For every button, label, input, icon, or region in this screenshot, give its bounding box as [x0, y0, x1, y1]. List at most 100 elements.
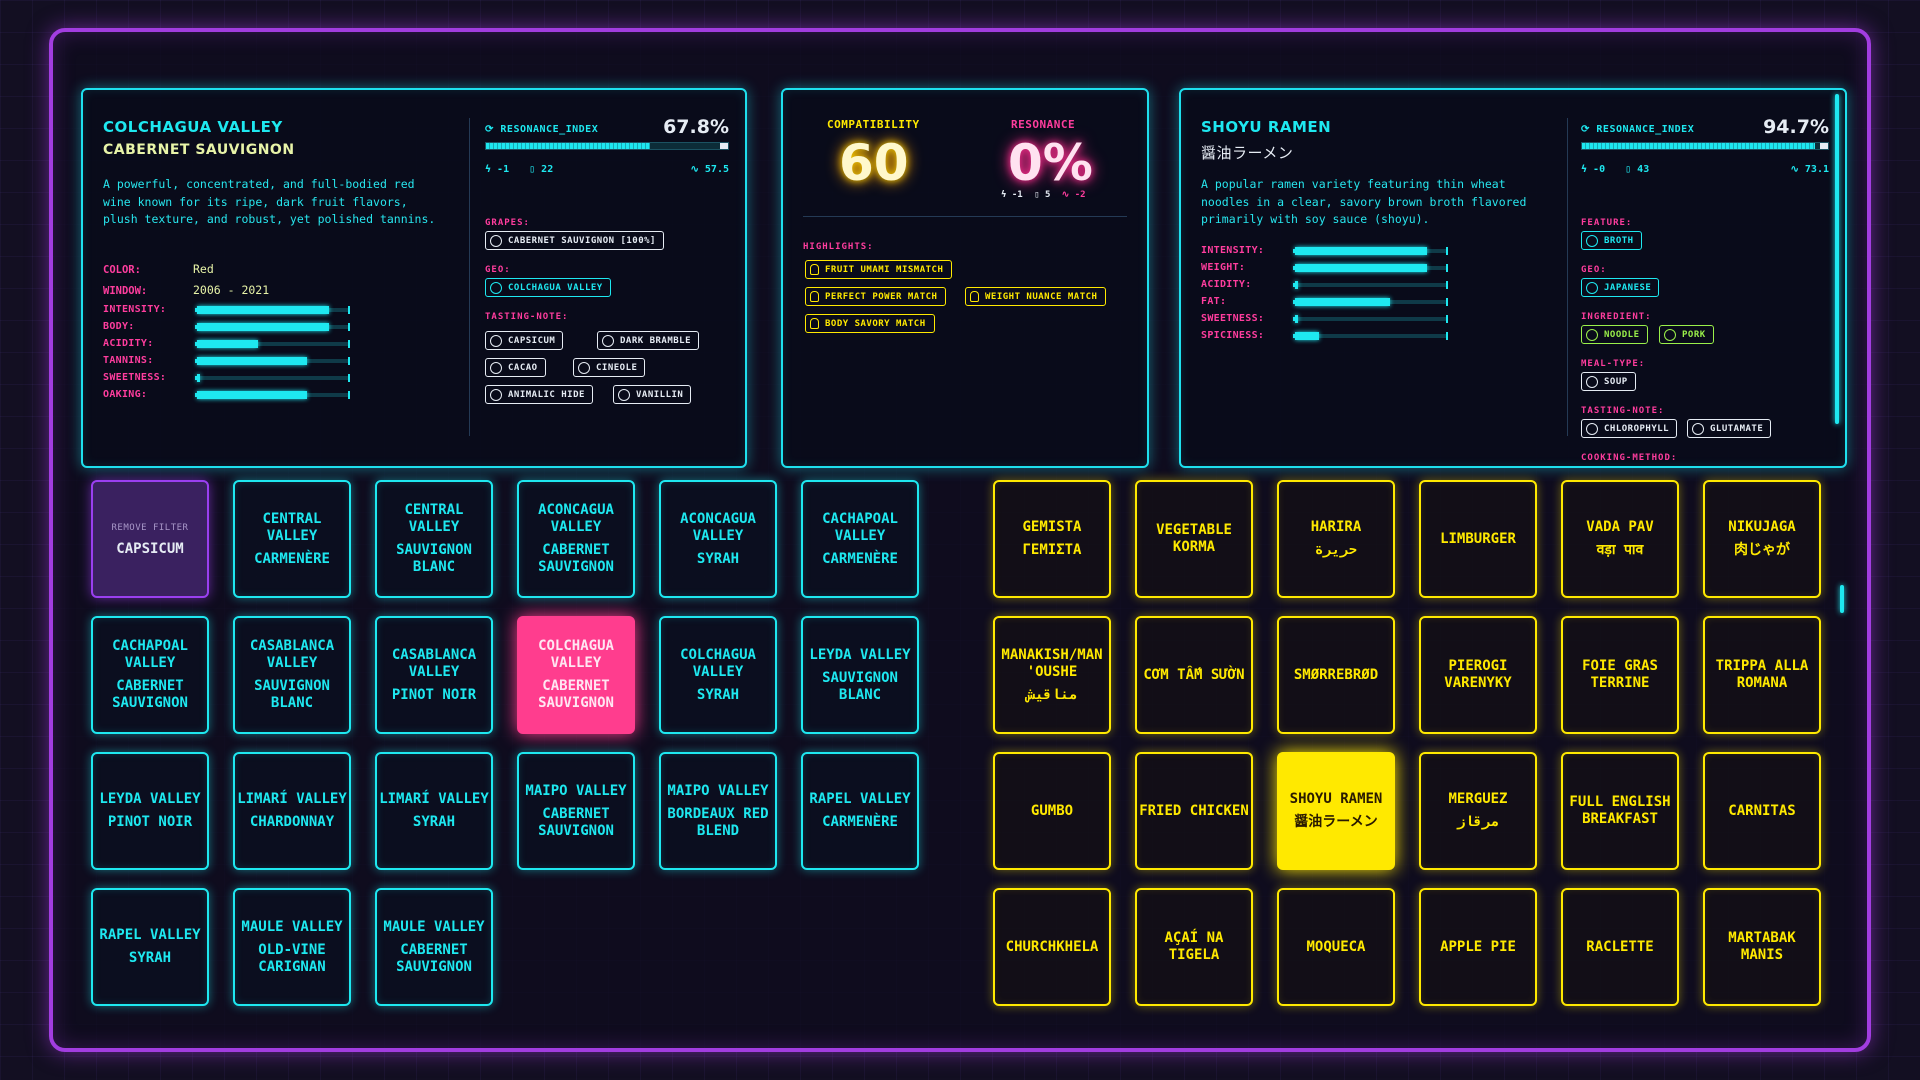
food-tile[interactable]: MERGUEZ مرقاز — [1419, 752, 1537, 870]
wine-tile[interactable]: LEYDA VALLEY PINOT NOIR — [91, 752, 209, 870]
grape-tag-label: CABERNET SAUVIGNON [100%] — [508, 235, 656, 246]
cell-subtitle: CABERNET SAUVIGNON — [112, 678, 188, 711]
food-tile[interactable]: NIKUJAGA 肉じゃが — [1703, 480, 1821, 598]
wine-tile[interactable]: COLCHAGUA VALLEY CABERNET SAUVIGNON — [517, 616, 635, 734]
meter-row: TANNINS: — [103, 352, 350, 369]
food-tile[interactable]: CARNITAS — [1703, 752, 1821, 870]
pulse-icon: ∿ — [1790, 164, 1805, 175]
meter-label: INTENSITY: — [1201, 245, 1265, 256]
match-stat-a: -1 — [1011, 190, 1023, 200]
wine-note-tag[interactable]: ANIMALIC HIDE — [485, 385, 593, 404]
wine-tile[interactable]: ACONCAGUA VALLEY CABERNET SAUVIGNON — [517, 480, 635, 598]
wine-tile[interactable]: CENTRAL VALLEY SAUVIGNON BLANC — [375, 480, 493, 598]
wine-note-label: DARK BRAMBLE — [620, 335, 692, 346]
food-tile[interactable]: CƠM TẤM SƯỜN — [1135, 616, 1253, 734]
food-meters: INTENSITY: WEIGHT: ACIDITY: FAT: SWEETNESS: S… — [1201, 242, 1448, 344]
ingredient-tag[interactable]: PORK — [1659, 325, 1714, 344]
food-note-tag[interactable]: CHLOROPHYLL — [1581, 419, 1678, 438]
wine-tile[interactable]: LIMARÍ VALLEY SYRAH — [375, 752, 493, 870]
compatibility-label: COMPATIBILITY — [827, 118, 920, 131]
food-tile[interactable]: HARIRA حريرة — [1277, 480, 1395, 598]
grape-tag[interactable]: CABERNET SAUVIGNON [100%] — [485, 231, 664, 250]
lock-icon — [810, 318, 819, 329]
food-resonance-value: 94.7% — [1763, 116, 1829, 138]
wine-tile[interactable]: RAPEL VALLEY SYRAH — [91, 888, 209, 1006]
wine-tile[interactable]: MAIPO VALLEY BORDEAUX RED BLEND — [659, 752, 777, 870]
food-description: A popular ramen variety featuring thin w… — [1201, 177, 1527, 226]
wine-geo-tag[interactable]: COLCHAGUA VALLEY — [485, 278, 611, 297]
wine-tile[interactable]: MAULE VALLEY CABERNET SAUVIGNON — [375, 888, 493, 1006]
wine-tile[interactable]: CACHAPOAL VALLEY CARMENÈRE — [801, 480, 919, 598]
wine-tile[interactable]: ACONCAGUA VALLEY SYRAH — [659, 480, 777, 598]
remove-filter-button[interactable]: REMOVE FILTER CAPSICUM — [91, 480, 209, 598]
food-card-scrollbar[interactable] — [1835, 94, 1839, 424]
food-geo-tag[interactable]: JAPANESE — [1581, 278, 1660, 297]
wine-note-tag[interactable]: CACAO — [485, 358, 546, 377]
cell-title: FRIED CHICKEN — [1139, 802, 1249, 819]
wine-window-row: WINDOW: 2006 - 2021 — [103, 283, 269, 297]
food-tile[interactable]: LIMBURGER — [1419, 480, 1537, 598]
food-tile[interactable]: FULL ENGLISH BREAKFAST — [1561, 752, 1679, 870]
food-tile[interactable]: MOQUECA — [1277, 888, 1395, 1006]
wine-tile[interactable]: CASABLANCA VALLEY SAUVIGNON BLANC — [233, 616, 351, 734]
wine-tile[interactable]: LIMARÍ VALLEY CHARDONNAY — [233, 752, 351, 870]
cell-title: MAULE VALLEY — [383, 918, 485, 935]
cell-title: CASABLANCA VALLEY — [249, 638, 335, 671]
food-tile[interactable]: TRIPPA ALLA ROMANA — [1703, 616, 1821, 734]
match-stat-c: -2 — [1074, 190, 1086, 200]
cell-title: MANAKISH/MAN 'OUSHE — [1001, 646, 1103, 680]
food-tile[interactable]: CHURCHKHELA — [993, 888, 1111, 1006]
food-tile[interactable]: GUMBO — [993, 752, 1111, 870]
meal-type-tag[interactable]: SOUP — [1581, 372, 1636, 391]
food-tile[interactable]: SHOYU RAMEN 醤油ラーメン — [1277, 752, 1395, 870]
wine-meters: INTENSITY: BODY: ACIDITY: TANNINS: SWEETNESS… — [103, 301, 350, 403]
food-tile[interactable]: RACLETTE — [1561, 888, 1679, 1006]
book-icon: ▯ — [1034, 190, 1045, 200]
wine-tile[interactable]: MAIPO VALLEY CABERNET SAUVIGNON — [517, 752, 635, 870]
food-tile[interactable]: APPLE PIE — [1419, 888, 1537, 1006]
food-tile[interactable]: FRIED CHICKEN — [1135, 752, 1253, 870]
cell-title: LEYDA VALLEY — [99, 791, 201, 807]
wine-note-tag[interactable]: CAPSICUM — [485, 331, 564, 350]
food-tile[interactable]: AÇAÍ NA TIGELA — [1135, 888, 1253, 1006]
cell-subtitle: CARMENÈRE — [254, 550, 330, 567]
resonance-icon: ⟳ — [485, 124, 501, 135]
wine-tile[interactable]: CENTRAL VALLEY CARMENÈRE — [233, 480, 351, 598]
food-tile[interactable]: MANAKISH/MAN 'OUSHE مناقيش — [993, 616, 1111, 734]
ingredient-tag-label: NOODLE — [1604, 329, 1640, 340]
wine-tile[interactable]: CACHAPOAL VALLEY CABERNET SAUVIGNON — [91, 616, 209, 734]
hide-icon — [490, 388, 502, 401]
food-resonance-stats: ϟ -0 ▯ 43 ∿ 73.1 — [1581, 164, 1829, 175]
wine-tile[interactable]: LEYDA VALLEY SAUVIGNON BLANC — [801, 616, 919, 734]
food-grid-scrollbar[interactable] — [1840, 585, 1844, 613]
cell-subtitle: SYRAH — [412, 814, 456, 830]
food-tile[interactable]: VEGETABLE KORMA — [1135, 480, 1253, 598]
food-tile[interactable]: SMØRREBRØD — [1277, 616, 1395, 734]
cell-subtitle: SAUVIGNON BLANC — [254, 678, 330, 711]
wine-tile[interactable]: RAPEL VALLEY CARMENÈRE — [801, 752, 919, 870]
food-tile[interactable]: MARTABAK MANIS — [1703, 888, 1821, 1006]
cell-title: LIMARÍ VALLEY — [379, 791, 489, 807]
wine-tile[interactable]: MAULE VALLEY OLD-VINE CARIGNAN — [233, 888, 351, 1006]
wine-tile[interactable]: CASABLANCA VALLEY PINOT NOIR — [375, 616, 493, 734]
feature-tag[interactable]: BROTH — [1581, 231, 1642, 250]
wine-note-tag[interactable]: VANILLIN — [613, 385, 692, 404]
cell-subtitle: CHARDONNAY — [249, 814, 335, 830]
wine-note-tag[interactable]: DARK BRAMBLE — [597, 331, 700, 350]
wine-resonance-label: RESONANCE_INDEX — [500, 124, 599, 135]
meter-fill — [1295, 331, 1320, 340]
cell-subtitle: ΓΕΜΙΣΤΑ — [1022, 542, 1082, 558]
food-tile[interactable]: GEMISTA ΓΕΜΙΣΤΑ — [993, 480, 1111, 598]
cell-title: MARTABAK MANIS — [1728, 930, 1796, 963]
cell-title: LIMBURGER — [1440, 530, 1516, 547]
wine-note-tag[interactable]: CINEOLE — [573, 358, 646, 377]
meter-track — [195, 339, 350, 348]
ingredient-tag[interactable]: NOODLE — [1581, 325, 1648, 344]
food-tile[interactable]: FOIE GRAS TERRINE — [1561, 616, 1679, 734]
food-note-tag[interactable]: GLUTAMATE — [1687, 419, 1772, 438]
food-tile[interactable]: VADA PAV वड़ा पाव — [1561, 480, 1679, 598]
wine-tile[interactable]: COLCHAGUA VALLEY SYRAH — [659, 616, 777, 734]
meter-fill — [197, 373, 201, 382]
cell-subtitle: OLD-VINE CARIGNAN — [258, 941, 326, 975]
food-tile[interactable]: PIEROGI VARENYKY — [1419, 616, 1537, 734]
